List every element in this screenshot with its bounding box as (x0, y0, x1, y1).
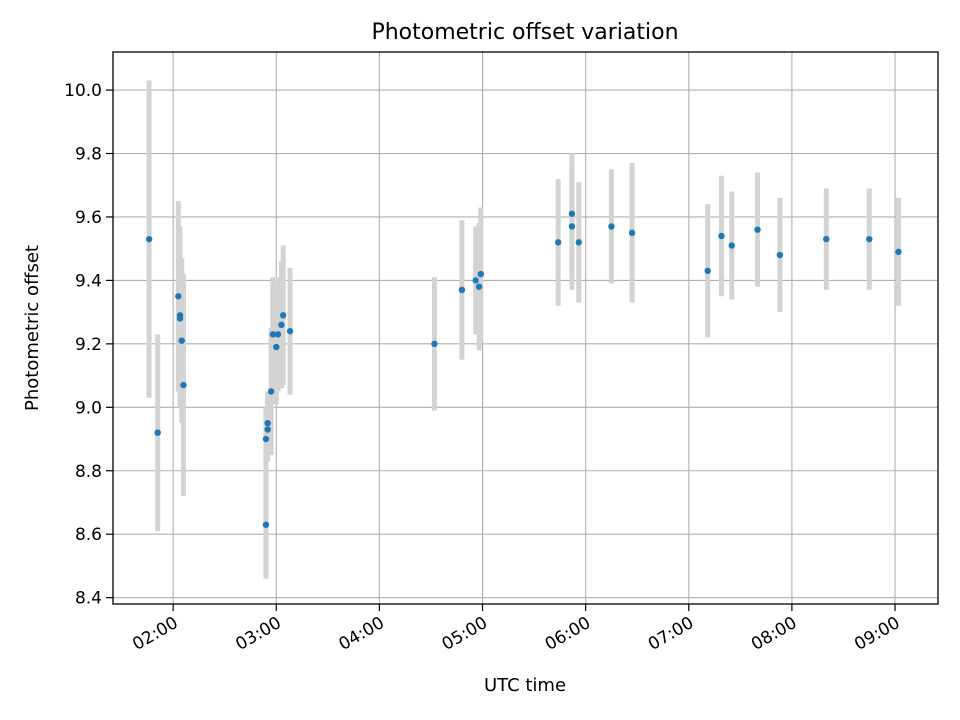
data-point (267, 388, 275, 395)
data-point (178, 337, 185, 344)
data-point (264, 419, 271, 427)
data-point (895, 248, 902, 256)
plot-frame (112, 51, 939, 605)
data-point (269, 331, 277, 338)
data-point (823, 235, 830, 243)
y-tick-label: 9.0 (75, 398, 102, 418)
data-point (608, 223, 615, 230)
data-point (575, 239, 582, 246)
data-point (286, 327, 294, 335)
x-tick-label: 06:00 (542, 613, 594, 655)
x-tick-label: 02:00 (129, 613, 181, 655)
grid (113, 52, 938, 604)
data-point (262, 435, 270, 443)
x-tick-label: 03:00 (232, 613, 284, 655)
x-tick-label: 05:00 (439, 613, 491, 655)
y-tick-label: 9.8 (75, 145, 102, 165)
data-point (431, 340, 438, 348)
y-tick-label: 8.6 (75, 525, 102, 545)
x-axis-label: UTC time (484, 675, 566, 696)
data-point (176, 312, 184, 319)
data-point (273, 343, 280, 351)
data-point (180, 381, 187, 389)
x-tick-label: 09:00 (851, 613, 903, 655)
y-tick-label: 8.4 (75, 589, 102, 609)
data-point (475, 283, 483, 290)
data-point (264, 426, 271, 433)
data-point (145, 235, 153, 243)
y-tick-label: 8.8 (75, 462, 102, 482)
data-point (554, 239, 562, 246)
data-point (568, 223, 576, 230)
data-point (458, 286, 466, 294)
y-tick-label: 9.6 (75, 208, 102, 228)
x-tick-label: 04:00 (335, 613, 387, 655)
data-point (776, 251, 784, 259)
y-tick-label: 10.0 (64, 81, 102, 101)
data-point (568, 210, 576, 217)
data-point (728, 242, 735, 249)
data-point (754, 226, 761, 233)
x-tick-label: 07:00 (645, 613, 697, 655)
data-points (145, 210, 902, 528)
data-point (628, 229, 636, 237)
data-point (175, 293, 182, 300)
data-point (866, 235, 873, 243)
data-point (477, 270, 485, 278)
x-tick-label: 08:00 (748, 613, 800, 655)
data-point (274, 331, 282, 338)
data-point (279, 312, 287, 319)
chart-title: Photometric offset variation (371, 20, 678, 45)
data-point (718, 232, 725, 240)
y-axis-label: Photometric offset (22, 245, 43, 411)
data-point (278, 321, 285, 329)
data-point (704, 267, 711, 275)
error-bars (146, 80, 901, 579)
data-point (472, 277, 479, 284)
data-point (154, 429, 161, 436)
y-tick-label: 9.4 (75, 271, 102, 291)
axis-ticks: 02:00 03:00 04:00 05:00 06:00 07:00 08:00 09:00… (64, 81, 903, 655)
data-point (262, 521, 270, 528)
y-tick-label: 9.2 (75, 335, 102, 355)
